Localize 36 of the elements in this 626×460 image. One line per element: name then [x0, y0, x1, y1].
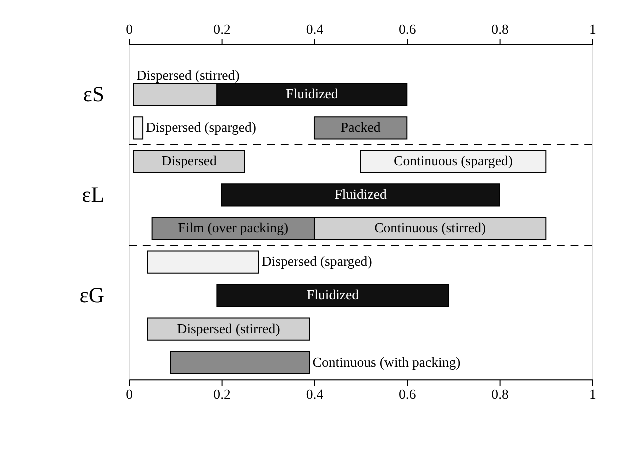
data-label: Continuous (with packing) — [312, 354, 461, 370]
bar — [221, 184, 500, 207]
y-tick-label: εS — [83, 82, 104, 107]
data-label: Dispersed (sparged) — [262, 254, 372, 270]
data-label: Continuous (sparged) — [394, 154, 513, 169]
data-label: Dispersed (stirred) — [136, 68, 240, 83]
x-tick-label: 0.4 — [306, 22, 324, 38]
data-label: Fluidized — [286, 86, 338, 102]
data-label: Dispersed (stirred) — [177, 321, 280, 336]
x2-tick-label: 0.6 — [399, 386, 416, 402]
y-tick-label: εG — [80, 284, 104, 308]
x2-tick-label: 0.4 — [306, 386, 324, 402]
data-label: Fluidized — [334, 187, 387, 202]
bar — [133, 116, 144, 140]
bar — [216, 284, 450, 308]
y-tick-label: εL — [82, 183, 104, 208]
data-label: Packed — [340, 120, 381, 136]
data-label: Film (over packing) — [178, 220, 289, 236]
bar — [170, 351, 310, 374]
data-label: Dispersed (sparged) — [146, 120, 256, 136]
x2-tick-label: 0.8 — [492, 386, 510, 402]
data-label: Dispersed — [162, 154, 218, 169]
x2-tick-label: 0.2 — [214, 386, 232, 402]
x2-tick-label: 1 — [590, 386, 597, 402]
x-tick-label: 0.6 — [399, 22, 416, 38]
x2-tick-label: 0 — [126, 386, 134, 402]
bar — [133, 150, 246, 174]
x-tick-label: 0.8 — [492, 22, 510, 38]
data-label: Fluidized — [306, 288, 360, 303]
data-label: Continuous (stirred) — [374, 220, 486, 236]
bar — [147, 250, 260, 274]
bar — [314, 116, 408, 140]
bar — [360, 150, 547, 174]
x-tick-label: 0.2 — [214, 22, 232, 38]
x-tick-label: 1 — [590, 22, 597, 38]
x-tick-label: 0 — [126, 22, 134, 38]
